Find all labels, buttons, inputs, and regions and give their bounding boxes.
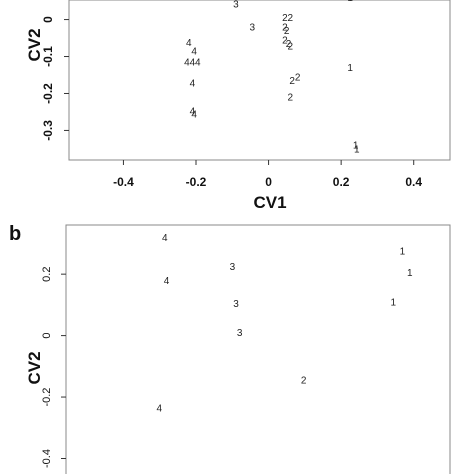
panel-a: 0-0.1-0.2-0.3-0.4-0.200.20.4CV1CV2113223… [25, 0, 451, 212]
y-axis-label: CV2 [25, 28, 44, 61]
data-point: 4 [190, 106, 196, 117]
plot-frame [65, 224, 451, 474]
data-point: 2 [282, 22, 288, 33]
y-tick-label: 0.2 [41, 267, 53, 282]
data-point: 1 [347, 63, 353, 74]
panel-b: 0.2 0 -0.2 -0.4 CV2 b 4 1 3 1 4 1 3 3 2 4 [9, 223, 451, 474]
panel-label: b [9, 223, 21, 245]
y-tick-label: 0 [41, 333, 53, 339]
data-point: 4 [186, 38, 192, 49]
data-point: 1 [354, 144, 360, 155]
data-point: 3 [230, 262, 236, 273]
y-tick-label: -0.2 [41, 83, 55, 104]
data-point: 2 [288, 13, 294, 24]
data-point: 2 [289, 76, 295, 87]
data-point: 2 [284, 26, 290, 37]
data-point: 4 [164, 276, 170, 287]
y-tick-label: -0.3 [41, 120, 55, 141]
data-point: 2 [295, 72, 301, 83]
data-point: 3 [233, 299, 239, 310]
x-tick-label: 0.2 [333, 175, 350, 189]
x-axis-label: CV1 [253, 193, 286, 212]
data-point: 4 [162, 233, 168, 244]
data-point: 1 [338, 0, 344, 2]
y-axis-label: CV2 [25, 351, 44, 384]
data-point: 3 [237, 328, 243, 339]
data-point: 1 [347, 0, 353, 4]
data-point: 3 [249, 22, 255, 33]
data-point: 4 [191, 109, 197, 120]
data-point: 4 [190, 58, 196, 69]
plot-frame [68, 0, 451, 161]
x-tick-label: 0 [265, 175, 272, 189]
data-point: 1 [391, 297, 397, 308]
data-point: 3 [233, 0, 239, 11]
data-point: 4 [190, 79, 196, 90]
x-tick-label: 0.4 [405, 175, 422, 189]
data-point: 4 [195, 58, 201, 69]
data-point: 2 [288, 42, 294, 53]
data-point: 4 [184, 58, 190, 69]
data-point: 2 [301, 376, 307, 387]
data-point: 2 [282, 13, 288, 24]
y-tick-label: 0 [41, 16, 55, 23]
data-point: 2 [282, 35, 288, 46]
x-tick-label: -0.2 [186, 175, 207, 189]
data-point: 2 [286, 39, 292, 50]
data-point: 1 [400, 247, 406, 258]
y-tick-label: -0.1 [41, 46, 55, 67]
data-point: 4 [191, 46, 197, 57]
data-point: 2 [288, 93, 294, 104]
y-tick-label: -0.2 [41, 388, 53, 407]
data-point: 1 [407, 268, 413, 279]
data-point: 4 [156, 403, 162, 414]
x-tick-label: -0.4 [113, 175, 134, 189]
y-tick-label: -0.4 [41, 449, 53, 468]
data-point: 1 [353, 141, 359, 152]
